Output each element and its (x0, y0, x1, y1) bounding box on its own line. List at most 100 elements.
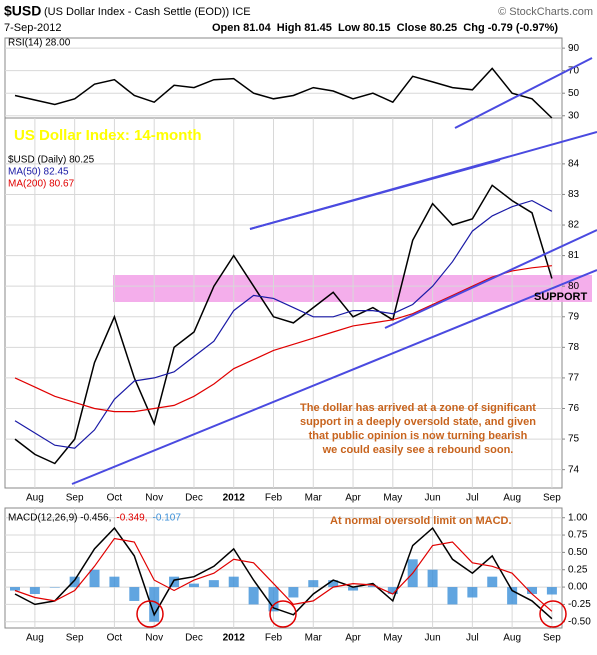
x-tick-label: Dec (185, 633, 203, 644)
x-tick-label: Sep (543, 633, 561, 644)
histogram-bar (10, 587, 20, 591)
trend-line (454, 57, 593, 129)
x-tick-label: Sep (66, 493, 84, 504)
trend-line (384, 229, 597, 329)
histogram-bar (29, 587, 40, 595)
histogram-bar (546, 587, 557, 595)
y-tick-label: 78 (568, 342, 580, 353)
y-tick-label: 76 (568, 403, 580, 414)
histogram-bar (129, 587, 140, 601)
symbol: $USD (4, 3, 41, 19)
histogram-bar (149, 587, 160, 622)
x-tick-label: Mar (305, 493, 323, 504)
histogram-bar (109, 576, 120, 588)
y-tick-label: 30 (568, 110, 580, 121)
y-tick-label: 0.25 (568, 564, 588, 575)
y-tick-label: 77 (568, 373, 580, 384)
y-tick-label: 70 (568, 65, 580, 76)
histogram-bar (248, 587, 259, 605)
comment-line: that public opinion is now turning beari… (309, 430, 528, 442)
series-line (14, 199, 553, 449)
y-tick-label: 1.00 (568, 512, 588, 523)
x-tick-label: Apr (345, 633, 361, 644)
x-tick-label: May (383, 493, 402, 504)
y-tick-label: -0.25 (568, 599, 591, 610)
legend-entry: $USD (Daily) 80.25 (8, 155, 95, 166)
histogram-bar (268, 587, 279, 612)
series-line (14, 265, 552, 413)
comment-line: support in a deeply oversold state, and … (300, 416, 536, 428)
x-tick-label: Jun (425, 493, 441, 504)
histogram-bar (367, 585, 378, 588)
trend-line (71, 269, 597, 485)
series-line (14, 537, 553, 612)
y-tick-label: 84 (568, 159, 580, 170)
x-tick-label: Oct (107, 633, 123, 644)
description: (US Dollar Index - Cash Settle (EOD)) IC… (44, 6, 251, 18)
legend-entry: RSI(14) 28.00 (8, 38, 71, 49)
histogram-bar (447, 587, 458, 605)
y-tick-label: 0.00 (568, 582, 588, 593)
histogram-bar (308, 580, 319, 588)
rsi-frame (4, 37, 563, 119)
y-tick-label: 79 (568, 311, 580, 322)
y-tick-label: 50 (568, 88, 580, 99)
y-tick-label: 80 (568, 281, 580, 292)
histogram-bar (328, 580, 339, 588)
oversold-circles (136, 600, 567, 628)
y-tick-label: 82 (568, 220, 580, 231)
date: 7-Sep-2012 (4, 22, 62, 34)
y-tick-label: 75 (568, 434, 580, 445)
source: © StockCharts.com (498, 6, 593, 18)
histogram-bar (208, 580, 219, 588)
series-line (14, 184, 553, 465)
x-tick-label: 2012 (223, 493, 246, 504)
x-tick-label: Sep (66, 633, 84, 644)
histogram-bar (527, 587, 538, 595)
support-label: SUPPORT (534, 291, 587, 303)
y-tick-label: 74 (568, 464, 580, 475)
y-tick-label: 90 (568, 43, 580, 54)
histogram-bar (387, 587, 398, 595)
x-tick-label: Sep (543, 493, 561, 504)
x-tick-label: Nov (145, 633, 163, 644)
histogram-bar (188, 583, 199, 588)
x-tick-label: Jun (425, 633, 441, 644)
legend-entry: -0.107 (153, 513, 182, 524)
support-zone (113, 275, 592, 302)
x-tick-label: Oct (107, 493, 123, 504)
trend-lines (71, 57, 597, 485)
legend-entry: MACD(12,26,9) -0.456, (8, 513, 111, 524)
x-tick-label: Aug (503, 493, 521, 504)
histogram-bar (487, 576, 498, 588)
x-tick-label: Jul (466, 633, 479, 644)
histogram-bar (467, 587, 478, 598)
x-tick-label: Jul (466, 493, 479, 504)
comment-line: we could easily see a rebound soon. (322, 444, 514, 456)
circle (539, 600, 567, 628)
chart-title: US Dollar Index: 14-month (14, 127, 202, 144)
y-tick-label: 83 (568, 189, 580, 200)
x-tick-label: May (383, 633, 402, 644)
comment: The dollar has arrived at a zone of sign… (300, 402, 536, 456)
histogram-bar (169, 576, 180, 588)
legend-entry: MA(200) 80.67 (8, 179, 75, 190)
quote: Open 81.04 High 81.45 Low 80.15 Close 80… (212, 22, 558, 34)
x-tick-label: Feb (265, 493, 283, 504)
legend-entry: -0.349, (116, 513, 147, 524)
x-tick-label: Dec (185, 493, 203, 504)
y-tick-label: 81 (568, 250, 580, 261)
trend-line (249, 159, 501, 230)
histogram-bar (427, 569, 438, 588)
circle (136, 600, 164, 628)
x-tick-label: 2012 (223, 633, 246, 644)
histogram-bar (228, 576, 239, 588)
series-line (14, 526, 553, 620)
histogram-bar (69, 576, 80, 588)
price-frame (4, 117, 563, 489)
y-tick-label: 0.50 (568, 547, 588, 558)
series-line (14, 67, 553, 119)
x-tick-label: Mar (305, 633, 323, 644)
